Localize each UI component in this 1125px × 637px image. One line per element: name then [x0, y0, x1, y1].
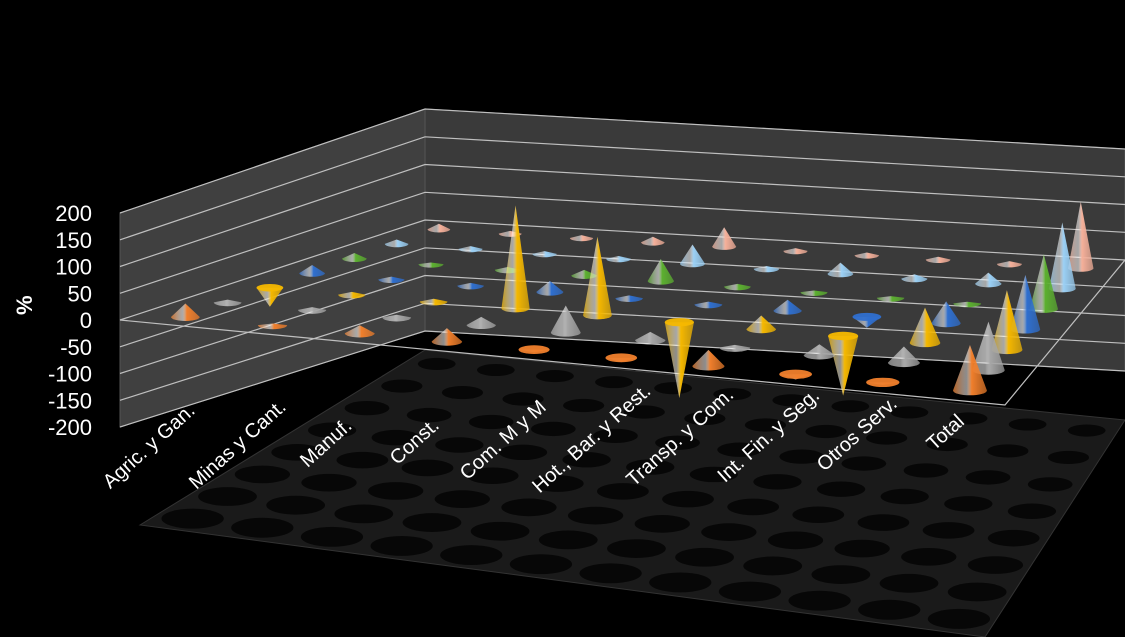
y-tick-label: 100	[55, 255, 92, 280]
cone-mark	[605, 353, 638, 363]
cone-mark	[746, 315, 777, 334]
cone-mark	[1048, 222, 1076, 293]
gridline	[119, 330, 1125, 428]
cone-mark	[299, 264, 325, 277]
y-tick-label: -50	[60, 335, 92, 360]
cone-mark	[342, 253, 367, 262]
cone-mark	[532, 251, 557, 258]
y-axis-label: %	[12, 295, 37, 315]
cone-mark	[641, 236, 665, 246]
cone-mark	[418, 262, 444, 268]
cone-mark	[719, 344, 751, 352]
cone-mark	[996, 261, 1022, 268]
y-tick-label: -150	[48, 388, 92, 413]
cone-mark	[953, 344, 987, 396]
cone-mark	[664, 318, 694, 399]
cone-mark	[712, 227, 737, 250]
y-tick-label: 150	[55, 228, 92, 253]
cone-mark	[931, 301, 961, 328]
cone-mark	[803, 344, 836, 360]
cone-mark	[518, 345, 550, 355]
cone-mark	[972, 321, 1005, 375]
y-tick-label: 0	[80, 308, 92, 333]
gridline	[119, 219, 1125, 321]
cone-mark	[256, 283, 284, 307]
cone-mark	[854, 252, 880, 259]
zero-plane-edge	[119, 259, 1125, 406]
cone-mark	[583, 236, 612, 320]
cone-mark	[635, 331, 666, 345]
cone-mark	[501, 205, 530, 313]
gridline	[119, 136, 1125, 241]
cone-mark	[991, 290, 1023, 355]
cone-mark	[382, 314, 412, 322]
y-tick-label: 200	[55, 201, 92, 226]
chart-cones	[170, 201, 1094, 399]
cone-mark	[170, 303, 200, 321]
cone-mark	[827, 262, 854, 278]
cone-mark	[901, 274, 928, 283]
y-tick-label: 50	[68, 281, 92, 306]
cone-mark	[344, 325, 375, 338]
cone-mark	[694, 301, 723, 309]
cone-mark	[384, 239, 409, 248]
cone-mark	[550, 305, 581, 337]
gridline	[119, 274, 1125, 375]
cone-mark	[1068, 201, 1094, 272]
cone-mark	[800, 290, 828, 296]
cone-mark	[569, 235, 594, 242]
cone-mark	[779, 369, 813, 380]
cone-mark	[457, 282, 484, 290]
cone-mark	[458, 246, 483, 253]
cone-mark	[647, 259, 674, 285]
cone-mark	[679, 244, 706, 268]
cone-mark	[536, 280, 564, 296]
cone-mark	[953, 301, 982, 308]
cone-mark	[724, 283, 751, 291]
gridline	[119, 247, 1125, 348]
cone-mark	[925, 256, 951, 264]
floor-pattern	[161, 357, 1106, 629]
cone-mark	[615, 295, 643, 302]
cone-mark	[427, 223, 451, 233]
cone-mark	[378, 276, 405, 284]
cone-mark	[338, 291, 366, 299]
cone-mark	[753, 265, 780, 273]
cone-mark	[692, 349, 725, 371]
cone-mark	[606, 256, 631, 263]
cone-mark	[1029, 254, 1058, 313]
cone-mark	[419, 298, 448, 306]
gridline	[119, 191, 1125, 294]
gridline	[119, 108, 1125, 214]
cone-mark	[213, 299, 242, 307]
cone-mark	[876, 296, 905, 302]
y-tick-label: -200	[48, 415, 92, 440]
cone-mark	[828, 331, 859, 396]
cone-mark	[257, 323, 288, 330]
gridline	[119, 163, 1125, 268]
cone-mark	[887, 346, 920, 368]
cone-mark	[773, 299, 802, 315]
cone-mark	[975, 272, 1002, 288]
cone-mark	[431, 328, 463, 346]
cone-mark	[852, 312, 882, 328]
cone-mark	[783, 248, 808, 255]
cone-mark	[298, 307, 327, 314]
cone-mark	[1010, 274, 1041, 334]
cone-mark	[909, 307, 941, 348]
cone-mark	[866, 377, 900, 388]
y-tick-label: -100	[48, 362, 92, 387]
cone-mark	[466, 316, 496, 330]
